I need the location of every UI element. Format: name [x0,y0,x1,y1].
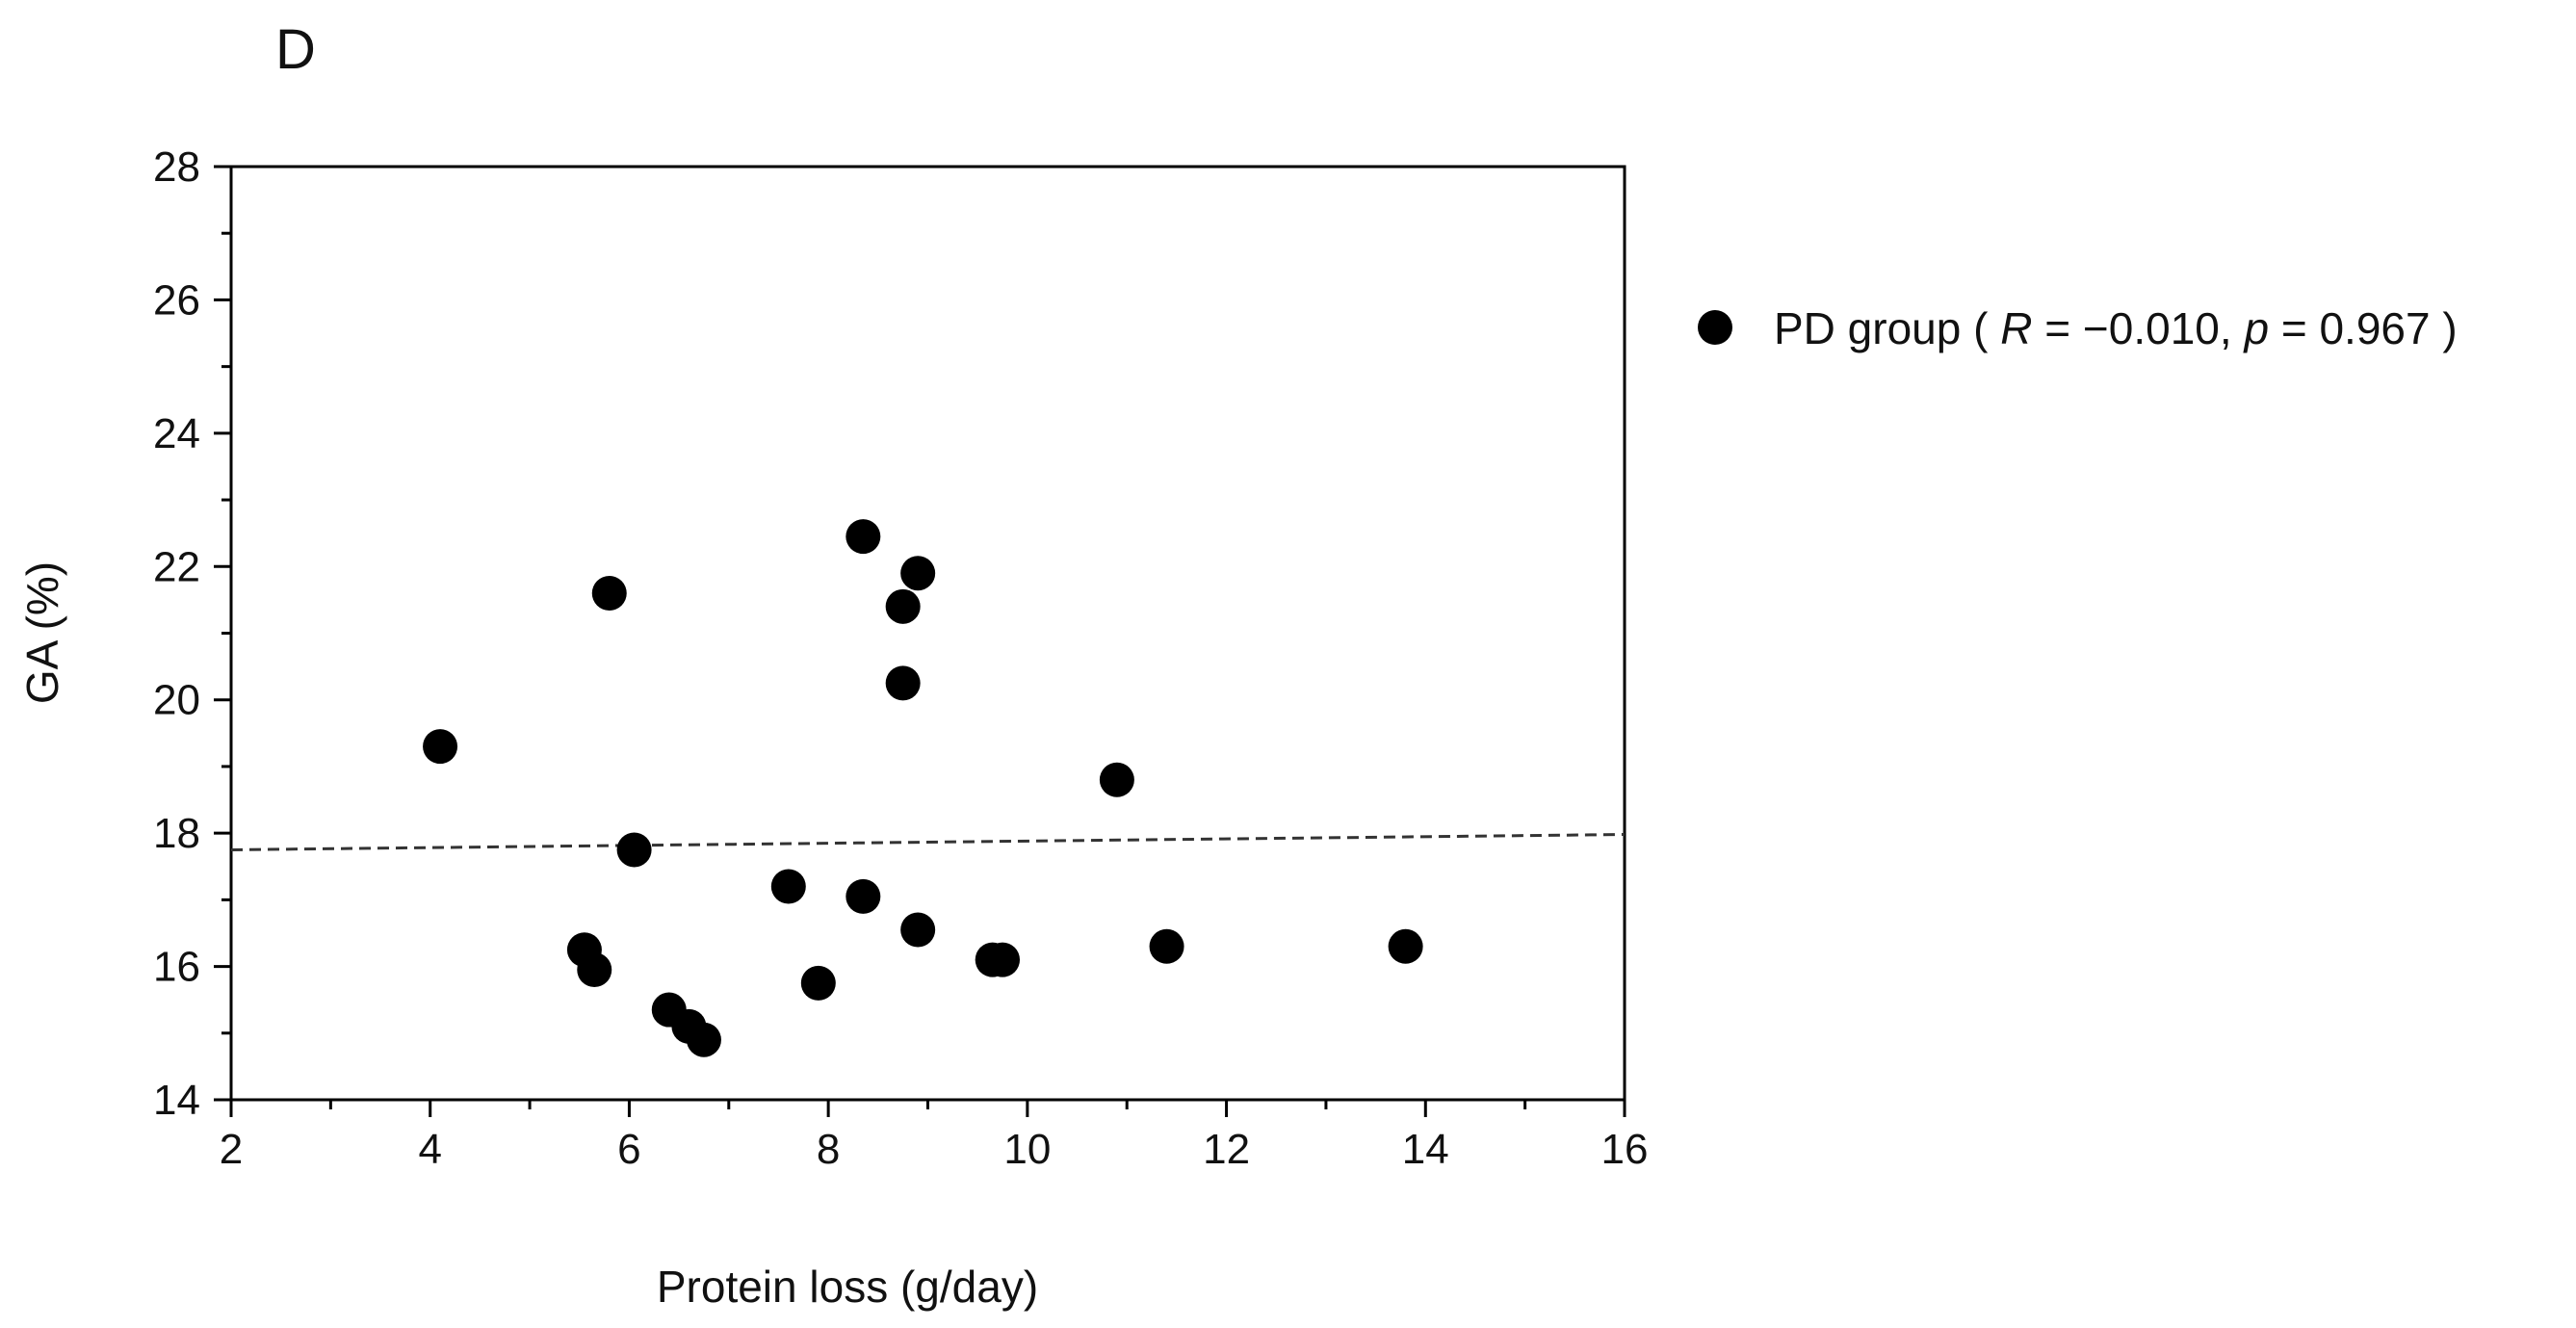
data-point [900,556,936,591]
data-point [591,575,627,611]
x-tick-label: 10 [1003,1126,1051,1173]
data-point [985,942,1021,977]
x-axis-label: Protein loss (g/day) [657,1262,1038,1312]
y-tick-label: 28 [153,143,200,191]
data-point [900,912,936,948]
legend-series-name: PD group [1774,303,1961,353]
data-point [885,665,921,701]
x-axis-tick-labels: 2 4 6 8 10 12 14 16 [220,1126,1649,1173]
data-point [800,965,836,1001]
data-point [846,878,881,914]
data-point [770,869,806,904]
y-tick-label: 22 [153,543,200,590]
x-tick-label: 16 [1601,1126,1649,1173]
legend: PD group ( R = −0.010, p = 0.967 ) [1698,303,2458,353]
data-point [1099,762,1134,797]
legend-p-label: p [2242,303,2269,353]
x-axis-ticks [229,1100,1626,1117]
data-point [686,1022,721,1057]
data-point [1388,928,1423,964]
y-tick-label: 18 [153,810,200,857]
legend-r-value: = −0.010, [2044,303,2231,353]
x-tick-label: 14 [1402,1126,1449,1173]
data-points [423,519,1423,1057]
y-tick-label: 24 [153,410,200,457]
data-point [1149,928,1184,964]
legend-r-label: R [2000,303,2032,353]
y-axis-ticks [214,165,231,1102]
y-axis-label: GA (%) [17,561,67,704]
y-tick-label: 16 [153,944,200,991]
data-point [577,952,612,988]
y-tick-label: 26 [153,276,200,324]
data-point [616,832,652,868]
y-axis-tick-labels: 14 16 18 20 22 24 26 28 [153,143,200,1124]
legend-entry: PD group ( R = −0.010, p = 0.967 ) [1774,303,2458,353]
y-tick-label: 20 [153,677,200,724]
legend-marker [1698,310,1732,345]
panel-label: D [275,18,316,81]
x-tick-label: 6 [617,1126,640,1173]
x-tick-label: 2 [220,1126,243,1173]
y-tick-label: 14 [153,1077,200,1124]
trend-line [230,833,1626,851]
data-point [423,729,458,765]
x-tick-label: 4 [418,1126,441,1173]
x-tick-label: 8 [817,1126,840,1173]
legend-p-value: = 0.967 [2281,303,2431,353]
data-point [885,588,921,624]
x-tick-label: 12 [1203,1126,1250,1173]
data-point [846,519,881,555]
